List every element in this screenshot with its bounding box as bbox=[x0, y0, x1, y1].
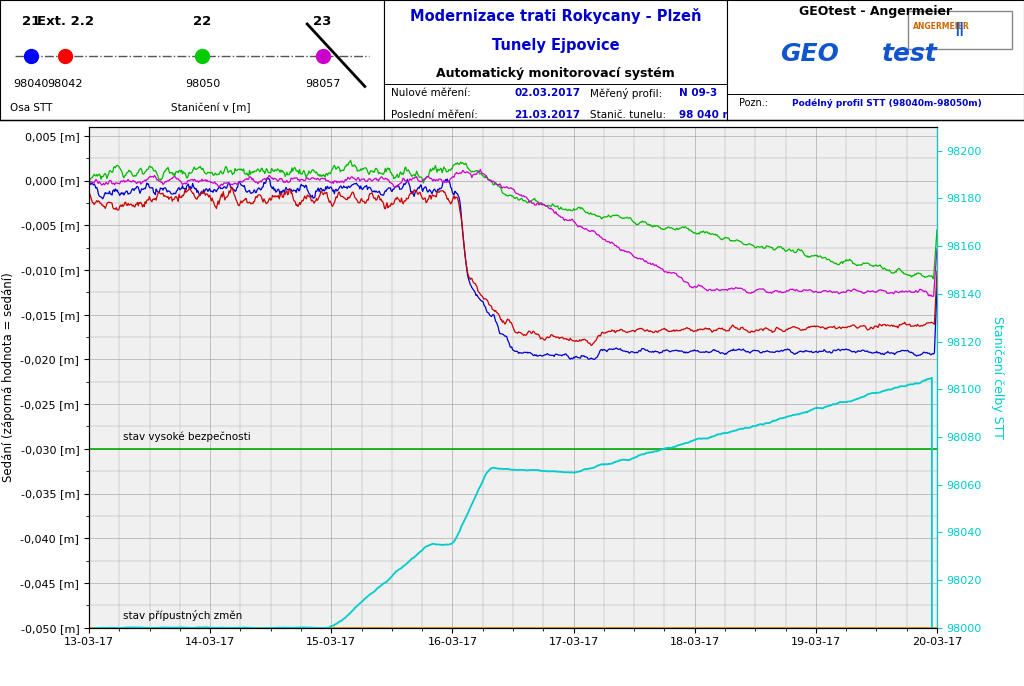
Text: 21: 21 bbox=[22, 15, 40, 28]
Text: Automatický monitorovací systém: Automatický monitorovací systém bbox=[436, 67, 675, 80]
Text: stav přípustných změn: stav přípustných změn bbox=[123, 610, 243, 621]
Text: 98042: 98042 bbox=[47, 79, 83, 89]
Text: ANGERMEIER: ANGERMEIER bbox=[912, 22, 970, 31]
Text: Nulové měření:: Nulové měření: bbox=[391, 88, 471, 97]
Text: 22: 22 bbox=[194, 15, 212, 28]
Text: 23: 23 bbox=[313, 15, 332, 28]
Text: 98 040 m: 98 040 m bbox=[679, 110, 733, 121]
Text: Měřený profil:: Měřený profil: bbox=[590, 88, 663, 99]
Text: Osa STT: Osa STT bbox=[9, 103, 52, 113]
Text: GEOtest - Angermeier: GEOtest - Angermeier bbox=[799, 5, 952, 18]
Y-axis label: Sedání (záporná hodnota = sedání): Sedání (záporná hodnota = sedání) bbox=[2, 272, 15, 482]
Text: 98040: 98040 bbox=[13, 79, 48, 89]
Text: stav vysoké bezpečnosti: stav vysoké bezpečnosti bbox=[123, 431, 251, 442]
Text: test: test bbox=[882, 42, 937, 66]
Text: GEO: GEO bbox=[780, 42, 840, 66]
Text: 21.03.2017: 21.03.2017 bbox=[514, 110, 581, 121]
Text: Ext. 2.2: Ext. 2.2 bbox=[37, 15, 93, 28]
Text: Ⅱ: Ⅱ bbox=[954, 21, 964, 40]
Text: Stanič. tunelu:: Stanič. tunelu: bbox=[590, 110, 666, 121]
Text: Tunely Ejpovice: Tunely Ejpovice bbox=[492, 38, 620, 54]
FancyBboxPatch shape bbox=[908, 11, 1012, 49]
Text: N 09-3: N 09-3 bbox=[679, 88, 717, 97]
Text: 98050: 98050 bbox=[184, 79, 220, 89]
Text: Staničení v [m]: Staničení v [m] bbox=[171, 103, 251, 113]
Y-axis label: Staničení čelby STT: Staničení čelby STT bbox=[991, 316, 1005, 439]
Text: Poslední měření:: Poslední měření: bbox=[391, 110, 478, 121]
Text: Pozn.:: Pozn.: bbox=[739, 99, 768, 108]
Text: Podélný profil STT (98040m-98050m): Podélný profil STT (98040m-98050m) bbox=[793, 99, 982, 108]
Text: 98057: 98057 bbox=[305, 79, 340, 89]
Text: Modernizace trati Rokycany - Plzeň: Modernizace trati Rokycany - Plzeň bbox=[410, 8, 701, 25]
Text: 02.03.2017: 02.03.2017 bbox=[514, 88, 581, 97]
